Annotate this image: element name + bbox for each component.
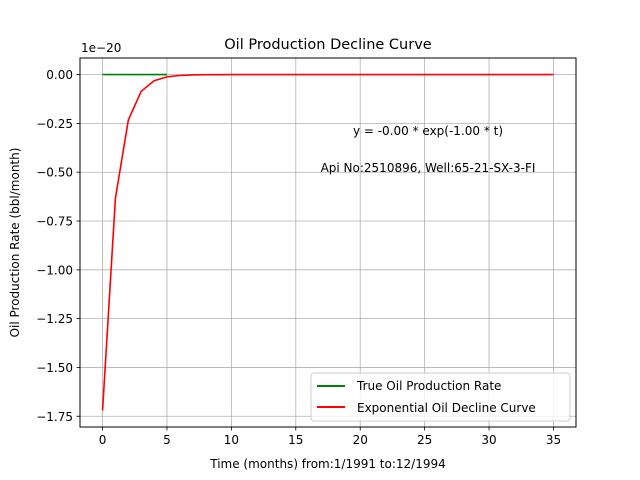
y-tick-label: −1.25 [36, 312, 73, 326]
y-axis-offset-label: 1e−20 [81, 41, 121, 55]
well-info-annotation: Api No:2510896, Well:65-21-SX-3-FI [321, 161, 536, 175]
legend-label-decline-curve: Exponential Oil Decline Curve [357, 401, 536, 415]
x-tick-label: 10 [224, 433, 239, 447]
fit-equation-annotation: y = -0.00 * exp(-1.00 * t) [353, 124, 503, 138]
y-axis-label: Oil Production Rate (bbl/month) [8, 148, 22, 338]
y-tick-label: −0.75 [36, 215, 73, 229]
y-tick-label: −1.75 [36, 410, 73, 424]
y-tick-label: −1.00 [36, 263, 73, 277]
series-line-decline-curve [101, 73, 554, 411]
y-tick-label: −0.50 [36, 166, 73, 180]
legend-box [310, 372, 571, 422]
x-tick-label: 5 [163, 433, 171, 447]
x-tick-label: 30 [481, 433, 496, 447]
series-lines [101, 73, 554, 411]
x-tick-label: 20 [353, 433, 368, 447]
x-tick-label: 15 [288, 433, 303, 447]
chart-title: Oil Production Decline Curve [224, 37, 432, 53]
legend: True Oil Production Rate Exponential Oil… [310, 372, 571, 422]
x-tick-label: 35 [546, 433, 561, 447]
y-tick-label: 0.00 [46, 68, 73, 82]
axes-frame [79, 57, 577, 428]
y-tick-label: −1.50 [36, 361, 73, 375]
legend-label-true-rate: True Oil Production Rate [356, 379, 501, 393]
axis-ticks: 0 5 10 15 20 25 30 35 0.00 −0.25 −0.50 −0.75 −1.00 −1… [36, 68, 561, 447]
x-tick-label: 0 [99, 433, 107, 447]
x-tick-label: 25 [417, 433, 432, 447]
x-axis-label: Time (months) from:1/1991 to:12/1994 [209, 457, 446, 471]
y-tick-label: −0.25 [36, 117, 73, 131]
